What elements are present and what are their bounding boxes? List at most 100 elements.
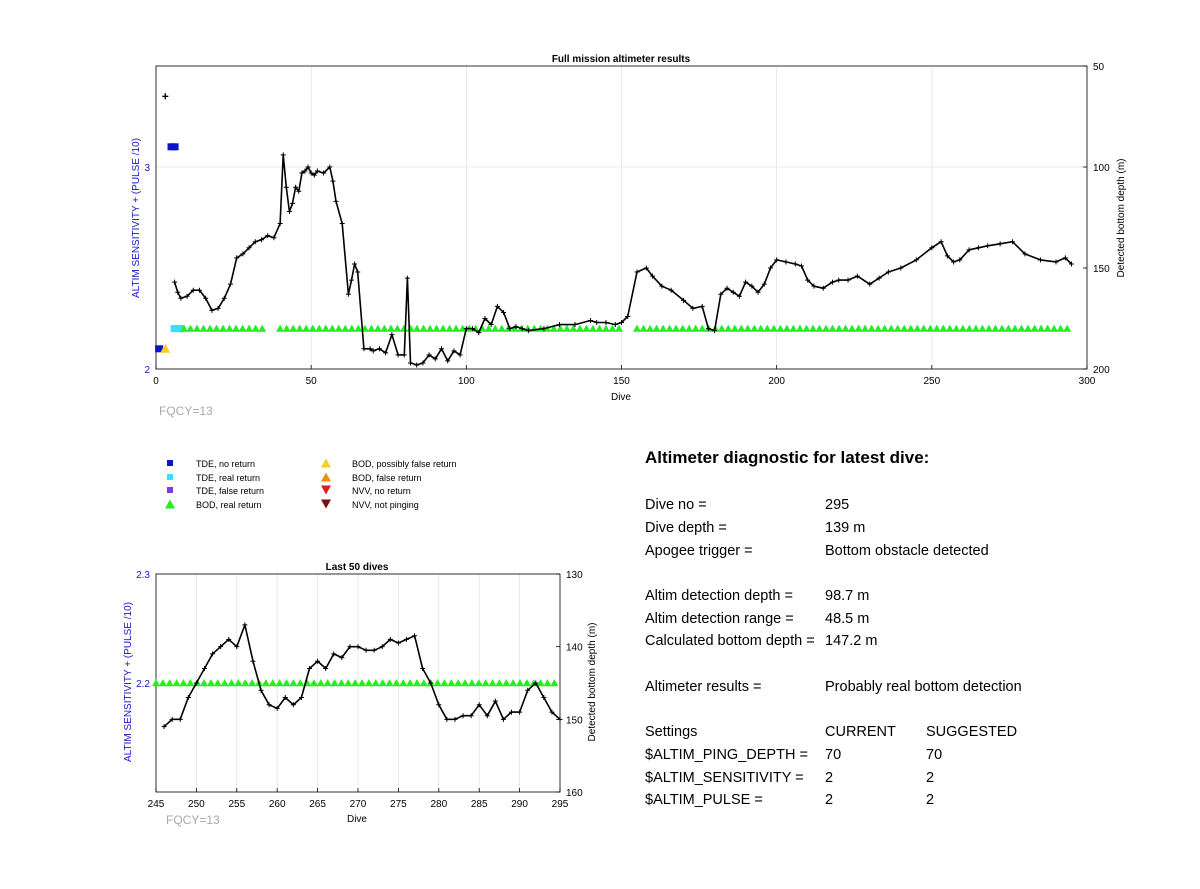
depth-point [556, 322, 562, 328]
legend-item: TDE, real return [160, 472, 260, 484]
depth-point [500, 716, 506, 722]
y-right-tick-label: 200 [1093, 365, 1110, 376]
depth-point [668, 287, 674, 293]
depth-point [1062, 255, 1068, 261]
bod-possibly-false-marker [160, 343, 171, 353]
depth-point [736, 293, 742, 299]
ping-depth-current: 70 [825, 746, 842, 763]
depth-point [414, 362, 420, 368]
depth-point [403, 636, 409, 642]
bod-real-return-marker [510, 324, 519, 332]
bod-real-return-marker [275, 679, 284, 687]
depth-point [509, 709, 515, 715]
depth-point [643, 265, 649, 271]
bod-real-return-marker [717, 324, 726, 332]
depth-point [436, 702, 442, 708]
bod-real-return-marker [433, 679, 442, 687]
depth-point [355, 644, 361, 650]
depth-point [355, 269, 361, 275]
y-right-tick-label: 150 [1093, 264, 1110, 275]
depth-point [517, 709, 523, 715]
bod-real-return-marker [461, 679, 470, 687]
altimeter-diagnostic-panel: Altimeter diagnostic for latest dive: Di… [645, 448, 1165, 812]
bod-real-return-marker [516, 679, 525, 687]
depth-point [286, 208, 292, 214]
depth-point [743, 279, 749, 285]
bod-real-return-marker [406, 324, 415, 332]
bod-real-return-marker [1024, 324, 1033, 332]
bod-real-return-marker [802, 324, 811, 332]
y-right-tick-label: 130 [566, 570, 583, 581]
depth-point [761, 281, 767, 287]
depth-point [975, 245, 981, 251]
bod-real-return-marker [854, 324, 863, 332]
bod-real-return-marker [491, 324, 500, 332]
legend-item: TDE, false return [160, 485, 264, 497]
bod-real-return-marker [276, 324, 285, 332]
calc-depth-value: 147.2 m [825, 633, 878, 650]
bod-real-return-marker [822, 324, 831, 332]
bod-real-return-marker [426, 324, 435, 332]
depth-point [331, 651, 337, 657]
bod-real-return-marker [186, 679, 195, 687]
bod-real-return-marker [315, 324, 324, 332]
depth-point [439, 346, 445, 352]
depth-point [845, 277, 851, 283]
depth-point [444, 716, 450, 722]
bod-real-return-marker [484, 324, 493, 332]
y-right-tick-label: 100 [1093, 163, 1110, 174]
bod-real-return-marker [867, 324, 876, 332]
detect-range-value: 48.5 m [825, 610, 870, 627]
bod-real-return-marker [652, 324, 661, 332]
depth-point [404, 275, 410, 281]
depth-point [218, 644, 224, 650]
depth-point [619, 320, 624, 326]
bod-real-return-marker [258, 324, 267, 332]
depth-point [290, 200, 296, 206]
depth-point [470, 326, 476, 332]
depth-point [201, 665, 207, 671]
depth-point [426, 352, 432, 358]
depth-point [299, 170, 305, 176]
bod-real-return-marker [328, 324, 337, 332]
depth-point [749, 283, 755, 289]
top-chart-xlabel: Dive [611, 392, 631, 403]
legend-label: NVV, not pinging [352, 499, 419, 510]
depth-point [634, 269, 640, 275]
legend-label: TDE, real return [196, 472, 261, 483]
bod-real-return-marker [919, 324, 928, 332]
depth-point [420, 360, 426, 366]
depth-point [594, 320, 600, 326]
depth-point [457, 352, 463, 358]
depth-point [203, 295, 209, 301]
depth-point [898, 265, 904, 271]
depth-point [226, 636, 232, 642]
bod-real-return-marker [296, 679, 305, 687]
depth-point [533, 680, 539, 686]
bod-real-return-marker [474, 679, 483, 687]
depth-point [452, 716, 458, 722]
dive-depth-row: Dive depth = 139 m [645, 517, 1165, 540]
depth-point [379, 644, 385, 650]
bod-real-return-marker [971, 324, 980, 332]
apogee-label: Apogee trigger = [645, 542, 753, 559]
depth-point [330, 178, 336, 184]
bod-real-return-marker [458, 324, 467, 332]
legend-label: NVV, no return [352, 486, 411, 496]
bod-real-return-marker [392, 679, 401, 687]
depth-point [811, 283, 817, 289]
depth-point [302, 168, 308, 174]
bod-real-return-marker [419, 324, 428, 332]
bod-real-return-marker [887, 324, 896, 332]
depth-point [876, 275, 882, 281]
pulse-label: $ALTIM_PULSE = [645, 792, 763, 809]
depth-point [401, 352, 407, 358]
depth-point [367, 346, 373, 352]
bod-real-return-marker [289, 324, 298, 332]
depth-point [484, 713, 490, 719]
detect-range-label: Altim detection range = [645, 610, 794, 627]
sensitivity-label: $ALTIM_SENSITIVITY = [645, 769, 804, 786]
depth-point [985, 243, 991, 249]
bod-real-return-marker [549, 324, 558, 332]
bod-real-return-marker [179, 324, 188, 332]
